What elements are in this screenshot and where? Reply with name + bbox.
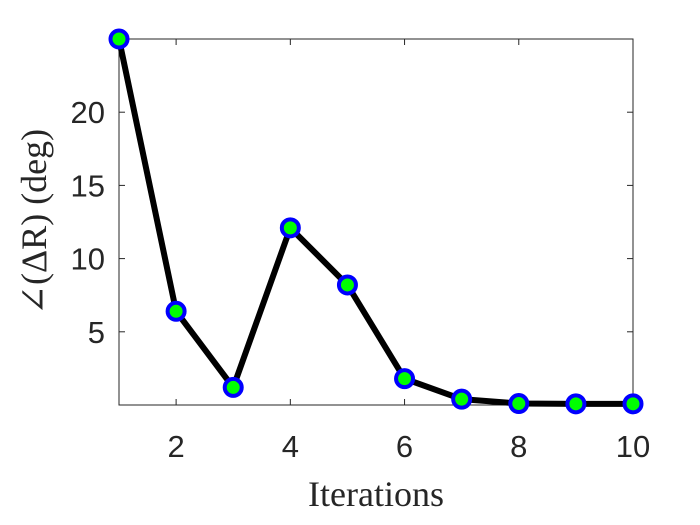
x-tick-label: 4 bbox=[282, 429, 299, 464]
y-tick-label: 10 bbox=[71, 242, 105, 277]
data-marker bbox=[622, 393, 644, 415]
data-marker bbox=[394, 368, 416, 390]
data-marker bbox=[108, 28, 130, 50]
x-tick-label: 2 bbox=[167, 429, 184, 464]
y-axis-label: ∠(ΔR) (deg) bbox=[14, 129, 54, 315]
y-tick-label: 20 bbox=[71, 95, 105, 130]
x-tick-label: 6 bbox=[396, 429, 413, 464]
data-marker bbox=[336, 274, 358, 296]
x-tick-label: 8 bbox=[510, 429, 527, 464]
data-marker bbox=[222, 376, 244, 398]
axes-box bbox=[118, 38, 634, 406]
data-marker bbox=[565, 393, 587, 415]
data-line bbox=[116, 38, 633, 407]
y-tick-label: 15 bbox=[71, 168, 105, 203]
y-tick-label: 5 bbox=[88, 315, 105, 350]
data-marker bbox=[508, 393, 530, 415]
data-marker bbox=[279, 217, 301, 239]
data-marker bbox=[165, 300, 187, 322]
x-axis-label: Iterations bbox=[308, 474, 444, 514]
x-tick-label: 10 bbox=[616, 429, 650, 464]
data-marker bbox=[451, 388, 473, 410]
